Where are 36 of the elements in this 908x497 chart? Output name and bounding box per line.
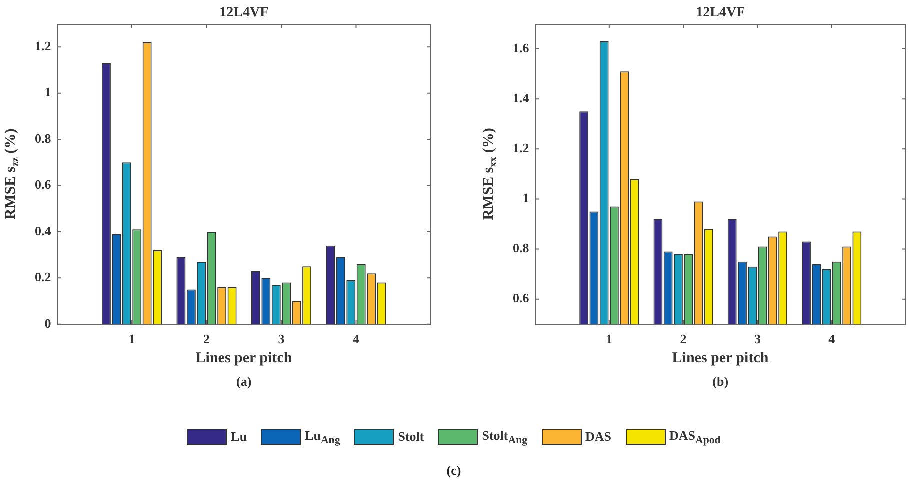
legend-label: DAS [586, 429, 612, 446]
x-axis-title: Lines per pitch [672, 350, 770, 366]
y-axis-title: RMSE szz (%) [3, 128, 22, 220]
text: (c) [446, 462, 462, 479]
x-tick-label: 2 [680, 332, 687, 347]
legend-label: Lu$_{Ang}$ [305, 428, 340, 447]
text: (b) [712, 374, 729, 389]
x-tick-label: 1 [606, 332, 613, 347]
chart-title: 12L4VF [220, 6, 269, 21]
x-tick-label: 1 [128, 332, 136, 347]
x-tick-label: 3 [754, 332, 762, 347]
legend-label: DAS$_{Apod}$ [670, 428, 721, 447]
y-tick-label: 1 [522, 190, 530, 206]
legend-label: Stolt [398, 429, 424, 446]
y-tick-label: 1.2 [35, 38, 52, 54]
y-tick-label: 1.4 [513, 90, 530, 106]
y-axis-title: RMSE sxx (%) [481, 128, 500, 220]
chart-title: 12L4VF [696, 6, 746, 21]
y-tick-label: 1 [44, 84, 52, 100]
x-tick-label: 4 [353, 332, 360, 347]
y-tick-label: 0.2 [35, 270, 52, 285]
x-tick-label: 3 [278, 332, 286, 347]
x-axis-title: Lines per pitch [196, 350, 293, 366]
legend-label: Stolt$_{Ang}$ [482, 428, 528, 447]
y-tick-label: 0.8 [513, 240, 530, 256]
legend-label: Lu [231, 429, 248, 446]
y-tick-label: 1.6 [513, 40, 530, 56]
y-tick-label: 0.6 [35, 177, 52, 192]
text: (a) [236, 374, 252, 389]
x-tick-label: 2 [204, 332, 210, 347]
y-tick-label: 1.2 [513, 140, 530, 156]
x-tick-label: 4 [828, 332, 836, 347]
y-tick-label: 0.4 [35, 223, 52, 238]
y-tick-label: 0.8 [35, 130, 52, 146]
y-tick-label: 0 [44, 316, 52, 331]
y-tick-label: 0.6 [513, 290, 530, 306]
